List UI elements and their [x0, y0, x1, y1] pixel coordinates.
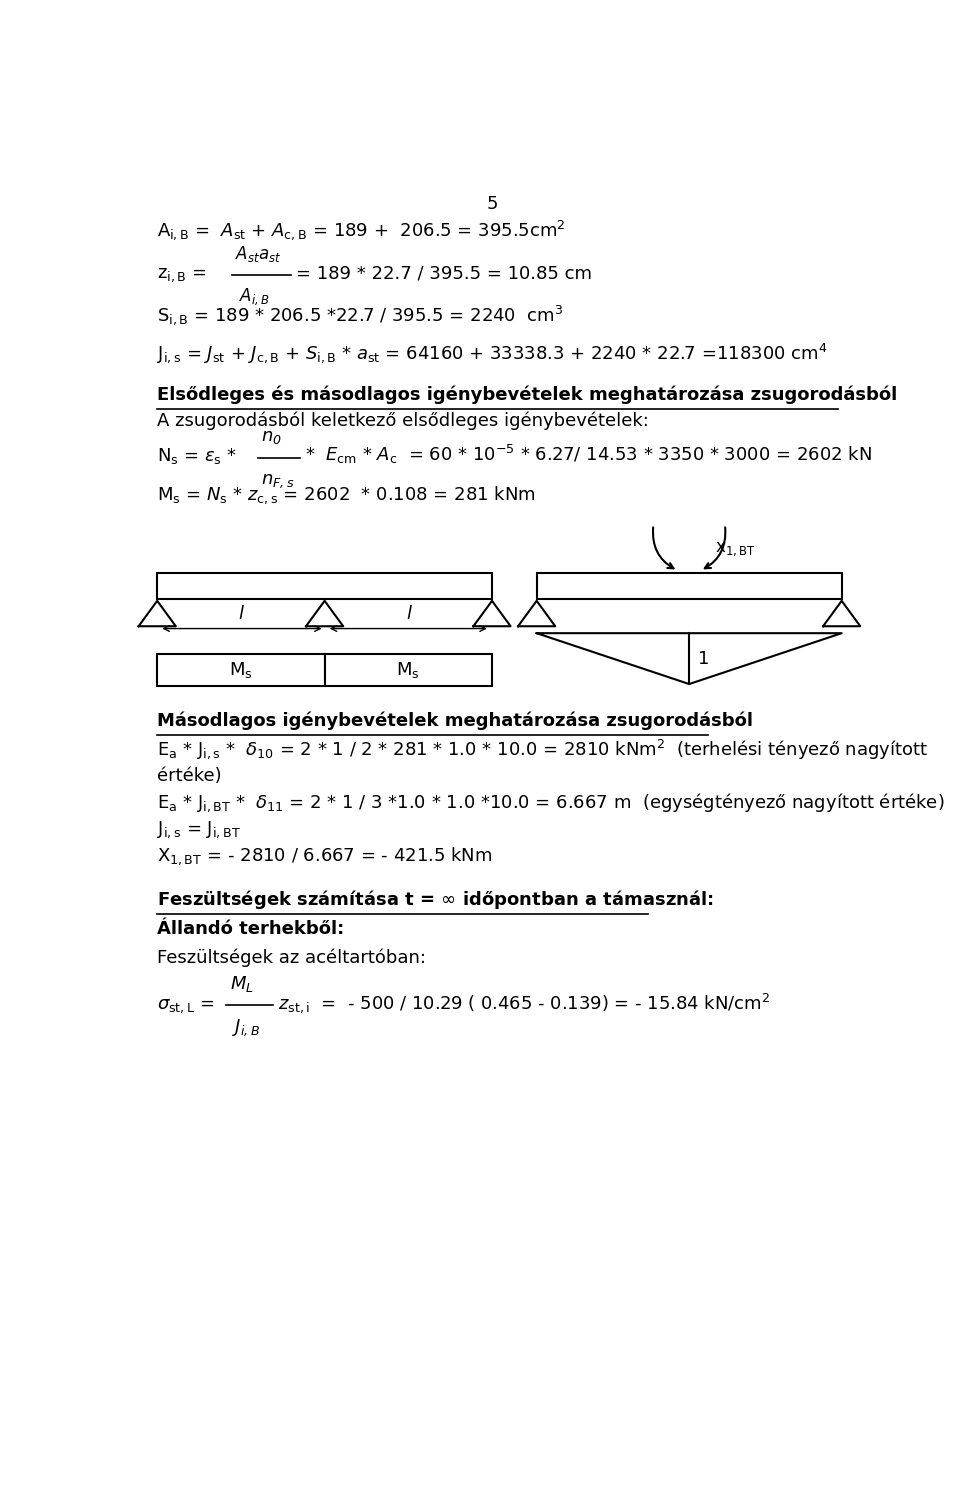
Text: M$_{\mathregular{s}}$: M$_{\mathregular{s}}$: [396, 660, 420, 680]
Text: M$_{\mathregular{s}}$ = $N_{\mathregular{s}}$ * $z_{\mathregular{c,s}}$ = 2602  : M$_{\mathregular{s}}$ = $N_{\mathregular…: [157, 485, 536, 506]
Text: Feszültségek az acéltartóban:: Feszültségek az acéltartóban:: [157, 949, 426, 967]
Text: Állandó terhekből:: Állandó terhekből:: [157, 920, 345, 938]
Text: X$_{\mathregular{1,BT}}$ = - 2810 / 6.667 = - 421.5 kNm: X$_{\mathregular{1,BT}}$ = - 2810 / 6.66…: [157, 845, 492, 868]
Text: $A_{\mathregular{st}}a_{\mathregular{st}}$: $A_{\mathregular{st}}a_{\mathregular{st}…: [235, 243, 282, 264]
Text: A$_{\mathregular{i,B}}$ =  $A_{\mathregular{st}}$ + $A_{\mathregular{c,B}}$ = 18: A$_{\mathregular{i,B}}$ = $A_{\mathregul…: [157, 218, 565, 242]
Text: $A_{\mathregular{i,B}}$: $A_{\mathregular{i,B}}$: [239, 287, 270, 308]
Text: E$_{\mathregular{a}}$ * J$_{\mathregular{i,BT}}$ *  $\delta_{\mathregular{11}}$ : E$_{\mathregular{a}}$ * J$_{\mathregular…: [157, 791, 945, 814]
Text: l: l: [238, 605, 243, 623]
Text: = 189 * 22.7 / 395.5 = 10.85 cm: = 189 * 22.7 / 395.5 = 10.85 cm: [297, 264, 592, 282]
Text: *  $E_{\mathregular{cm}}$ * $A_{\mathregular{c}}$  = 60 * 10$^{\mathregular{-5}}: * $E_{\mathregular{cm}}$ * $A_{\mathregu…: [304, 443, 872, 465]
Text: N$_{\mathregular{s}}$ = $\varepsilon_{\mathregular{s}}$ *: N$_{\mathregular{s}}$ = $\varepsilon_{\m…: [157, 446, 237, 465]
Bar: [537, 573, 842, 599]
Text: 5: 5: [487, 195, 497, 213]
Text: J$_{\mathregular{i,s}}$ = $J_{\mathregular{st}}$ + $J_{\mathregular{c,B}}$ + $S_: J$_{\mathregular{i,s}}$ = $J_{\mathregul…: [157, 342, 828, 365]
Text: 1: 1: [698, 650, 709, 668]
Text: l: l: [406, 605, 411, 623]
Text: x$_{\mathregular{1,BT}}$: x$_{\mathregular{1,BT}}$: [715, 540, 756, 558]
Bar: [324, 654, 492, 686]
Text: értéke): értéke): [157, 767, 222, 785]
Bar: [157, 573, 492, 599]
Text: $z_{\mathregular{st,i}}$  =  - 500 / 10.29 ( 0.465 - 0.139) = - 15.84 kN/cm$^{\m: $z_{\mathregular{st,i}}$ = - 500 / 10.29…: [278, 991, 771, 1015]
Text: M$_{\mathregular{s}}$: M$_{\mathregular{s}}$: [229, 660, 252, 680]
Bar: [157, 654, 324, 686]
Text: $M_{\mathregular{L}}$: $M_{\mathregular{L}}$: [230, 974, 254, 994]
Text: Feszültségek számítása t = $\infty$ időpontban a támasznál:: Feszültségek számítása t = $\infty$ időp…: [157, 887, 714, 911]
Text: A zsugorodásból keletkező elsődleges igénybevételek:: A zsugorodásból keletkező elsődleges igé…: [157, 411, 649, 431]
Text: Elsődleges és másodlagos igénybevételek meghatározása zsugorodásból: Elsődleges és másodlagos igénybevételek …: [157, 386, 898, 404]
Text: $n_{\mathregular{F,s}}$: $n_{\mathregular{F,s}}$: [261, 473, 295, 491]
Text: Másodlagos igénybevételek meghatározása zsugorodásból: Másodlagos igénybevételek meghatározása …: [157, 711, 754, 729]
Text: z$_{\mathregular{i,B}}$ =: z$_{\mathregular{i,B}}$ =: [157, 266, 206, 284]
Text: $J_{\mathregular{i,B}}$: $J_{\mathregular{i,B}}$: [232, 1018, 260, 1037]
Text: S$_{\mathregular{i,B}}$ = 189 * 206.5 *22.7 / 395.5 = 2240  cm$^{\mathregular{3}: S$_{\mathregular{i,B}}$ = 189 * 206.5 *2…: [157, 303, 564, 327]
Text: J$_{\mathregular{i,s}}$ = J$_{\mathregular{i,BT}}$: J$_{\mathregular{i,s}}$ = J$_{\mathregul…: [157, 820, 241, 841]
Text: E$_{\mathregular{a}}$ * J$_{\mathregular{i,s}}$ *  $\delta_{\mathregular{10}}$ =: E$_{\mathregular{a}}$ * J$_{\mathregular…: [157, 737, 928, 761]
Text: $\sigma_{\mathregular{st,L}}$ =: $\sigma_{\mathregular{st,L}}$ =: [157, 997, 215, 1015]
Text: $n_{\mathregular{0}}$: $n_{\mathregular{0}}$: [261, 428, 282, 446]
